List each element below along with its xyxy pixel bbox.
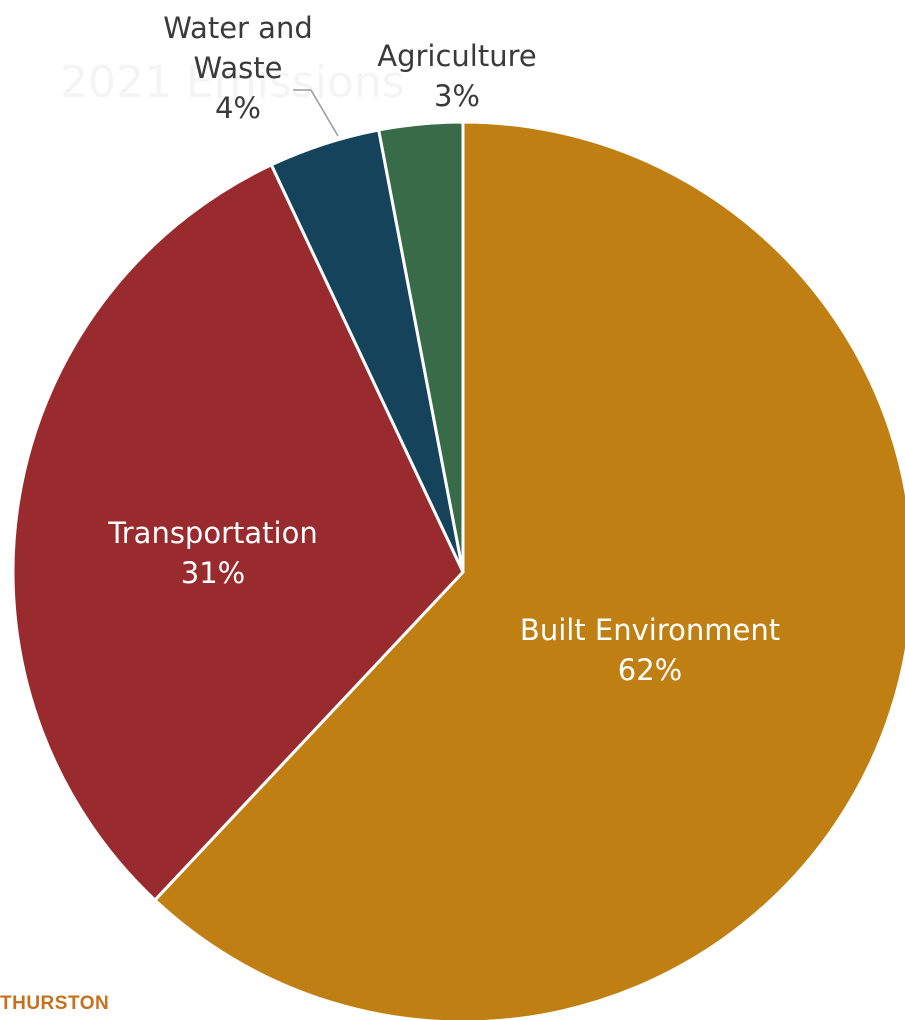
slice-labels: Built Environment 62% Transportation 31% Wat… (107, 11, 780, 687)
slice-label-transportation: Transportation 31% (107, 516, 317, 590)
brand-logo-text: THURSTON (0, 993, 110, 1014)
chart-title: 2021 Emissions (60, 57, 405, 108)
pie-slice-agriculture (377, 120, 465, 574)
pie-slice-built-environment (153, 120, 905, 1020)
pie-slice-transportation (11, 163, 465, 902)
leader-line-water-and-waste (310, 89, 339, 137)
slice-label-water-and-waste: Water and Waste 4% (163, 11, 313, 125)
pie-slices (11, 120, 905, 1020)
slice-label-agriculture: Agriculture 3% (377, 39, 537, 113)
slice-label-built-environment: Built Environment 62% (520, 613, 780, 687)
